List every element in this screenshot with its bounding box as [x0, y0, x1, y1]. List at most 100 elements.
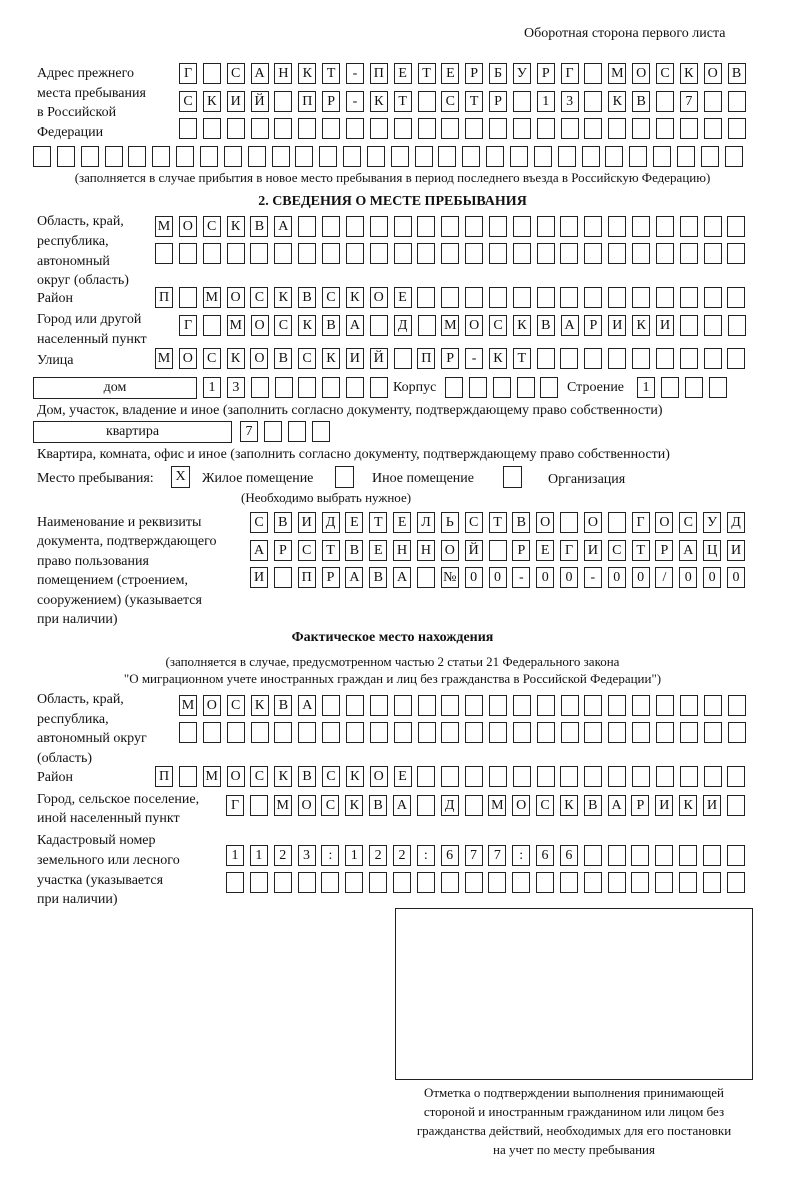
letter-cell[interactable]: 2 [392, 845, 411, 866]
letter-cell[interactable]: Г [631, 512, 650, 533]
letter-cell[interactable]: Е [536, 540, 555, 561]
letter-cell[interactable]: В [298, 287, 317, 308]
letter-cell[interactable] [703, 766, 722, 787]
letter-cell[interactable] [311, 421, 330, 442]
letter-cell[interactable] [287, 421, 306, 442]
letter-cell[interactable] [726, 872, 745, 893]
letter-cell[interactable]: 0 [560, 567, 579, 588]
letter-cell[interactable] [631, 845, 650, 866]
letter-cell[interactable] [155, 243, 173, 264]
letter-cell[interactable] [369, 722, 388, 743]
letter-cell[interactable]: С [321, 766, 340, 787]
letter-cell[interactable]: Н [416, 540, 435, 561]
region-row-2[interactable] [155, 243, 751, 265]
letter-cell[interactable]: В [274, 348, 293, 369]
letter-cell[interactable] [632, 243, 650, 264]
letter-cell[interactable]: Р [512, 540, 531, 561]
letter-cell[interactable] [263, 421, 282, 442]
letter-cell[interactable] [319, 146, 338, 167]
letter-cell[interactable]: С [679, 512, 698, 533]
letter-cell[interactable]: П [369, 63, 388, 84]
letter-cell[interactable]: К [488, 348, 507, 369]
letter-cell[interactable]: О [369, 766, 388, 787]
letter-cell[interactable] [345, 695, 364, 716]
letter-cell[interactable] [273, 872, 292, 893]
letter-cell[interactable] [298, 243, 317, 264]
letter-cell[interactable] [557, 146, 576, 167]
letter-cell[interactable] [465, 216, 484, 237]
letter-cell[interactable] [202, 118, 221, 139]
letter-cell[interactable]: В [250, 216, 269, 237]
letter-cell[interactable] [703, 118, 722, 139]
letter-cell[interactable]: О [632, 63, 651, 84]
letter-cell[interactable] [486, 146, 505, 167]
letter-cell[interactable]: С [202, 348, 221, 369]
letter-cell[interactable] [465, 695, 484, 716]
letter-cell[interactable] [536, 695, 555, 716]
letter-cell[interactable] [489, 118, 508, 139]
letter-cell[interactable]: М [488, 795, 507, 816]
letter-cell[interactable] [250, 118, 269, 139]
letter-cell[interactable] [679, 722, 698, 743]
letter-cell[interactable] [727, 722, 746, 743]
letter-cell[interactable] [512, 695, 531, 716]
letter-cell[interactable] [584, 118, 603, 139]
letter-cell[interactable] [322, 118, 341, 139]
doc-row-3[interactable]: И П Р А В А № 0 0-0 0-0 0/0 0 0 [250, 567, 751, 589]
letter-cell[interactable] [584, 63, 603, 84]
letter-cell[interactable] [583, 872, 602, 893]
letter-cell[interactable] [581, 146, 600, 167]
letter-cell[interactable]: 6 [559, 845, 578, 866]
option-organization-checkbox[interactable] [503, 466, 522, 488]
letter-cell[interactable]: С [464, 512, 483, 533]
letter-cell[interactable]: О [250, 348, 269, 369]
letter-cell[interactable] [247, 146, 266, 167]
letter-cell[interactable] [322, 695, 341, 716]
letter-cell[interactable] [390, 146, 409, 167]
letter-cell[interactable]: А [250, 63, 269, 84]
letter-cell[interactable]: Т [393, 91, 412, 112]
previous-address-row-3[interactable] [179, 118, 751, 140]
letter-cell[interactable] [417, 118, 436, 139]
letter-cell[interactable]: С [536, 795, 555, 816]
letter-cell[interactable] [536, 287, 555, 308]
letter-cell[interactable] [512, 118, 531, 139]
letter-cell[interactable] [176, 146, 195, 167]
letter-cell[interactable] [679, 695, 698, 716]
letter-cell[interactable]: : [416, 845, 435, 866]
letter-cell[interactable]: Е [393, 512, 412, 533]
letter-cell[interactable] [202, 243, 221, 264]
letter-cell[interactable]: В [536, 315, 555, 336]
letter-cell[interactable]: И [583, 540, 602, 561]
letter-cell[interactable]: В [727, 63, 746, 84]
letter-cell[interactable] [441, 216, 460, 237]
letter-cell[interactable]: С [250, 512, 268, 533]
letter-cell[interactable]: Ь [440, 512, 459, 533]
letter-cell[interactable]: : [512, 845, 531, 866]
letter-cell[interactable]: В [345, 540, 364, 561]
letter-cell[interactable] [608, 216, 627, 237]
letter-cell[interactable]: Е [393, 63, 412, 84]
letter-cell[interactable]: Й [250, 91, 269, 112]
letter-cell[interactable]: М [226, 315, 245, 336]
letter-cell[interactable] [441, 695, 460, 716]
letter-cell[interactable]: С [202, 216, 221, 237]
letter-cell[interactable]: 0 [488, 567, 507, 588]
letter-cell[interactable]: К [559, 795, 578, 816]
letter-cell[interactable] [488, 766, 507, 787]
letter-cell[interactable]: И [250, 567, 268, 588]
letter-cell[interactable]: А [345, 567, 364, 588]
letter-cell[interactable] [298, 722, 317, 743]
letter-cell[interactable]: К [679, 63, 698, 84]
letter-cell[interactable]: Т [417, 63, 436, 84]
letter-cell[interactable] [249, 795, 268, 816]
letter-cell[interactable]: К [250, 695, 269, 716]
letter-cell[interactable] [366, 146, 385, 167]
letter-cell[interactable]: В [632, 91, 651, 112]
letter-cell[interactable]: 7 [240, 421, 258, 442]
letter-cell[interactable] [679, 216, 698, 237]
letter-cell[interactable] [438, 146, 457, 167]
letter-cell[interactable] [655, 243, 674, 264]
letter-cell[interactable] [727, 91, 746, 112]
